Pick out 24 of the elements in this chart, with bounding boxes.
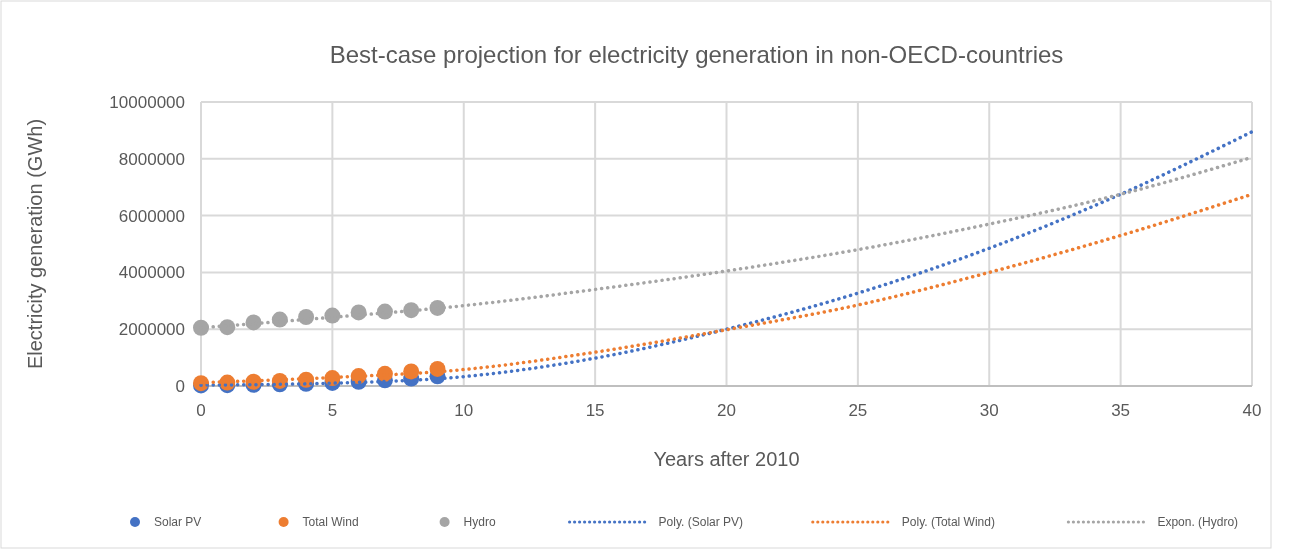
- y-tick-label: 6000000: [118, 206, 185, 226]
- legend-label: Poly. (Solar PV): [658, 515, 744, 529]
- x-tick-label: 15: [585, 401, 605, 420]
- y-tick-label: 8000000: [118, 149, 185, 169]
- x-tick-label: 10: [454, 401, 474, 420]
- chart-title: Best-case projection for electricity generation in non-OECD-countries: [329, 41, 1064, 68]
- y-axis-title: Electricity generation (GWh): [24, 118, 46, 370]
- legend-label: Hydro: [463, 515, 496, 529]
- x-tick-label: 0: [196, 401, 206, 420]
- y-tick-label: 4000000: [118, 263, 185, 283]
- x-tick-label: 30: [979, 401, 999, 420]
- x-tick-label: 5: [327, 401, 338, 420]
- x-tick-label: 35: [1111, 401, 1131, 420]
- y-tick-label: 2000000: [118, 320, 185, 340]
- y-tick-label: 10000000: [109, 93, 185, 112]
- x-axis-title: Years after 2010: [653, 448, 800, 470]
- x-tick-label: 25: [848, 401, 868, 420]
- legend-label: Solar PV: [154, 515, 202, 529]
- x-tick-label: 20: [717, 401, 736, 420]
- y-tick-label: 0: [175, 377, 185, 396]
- x-tick-label: 40: [1242, 401, 1262, 420]
- legend-label: Total Wind: [302, 515, 359, 529]
- legend-label: Poly. (Total Wind): [901, 515, 995, 529]
- legend-label: Expon. (Hydro): [1157, 515, 1239, 529]
